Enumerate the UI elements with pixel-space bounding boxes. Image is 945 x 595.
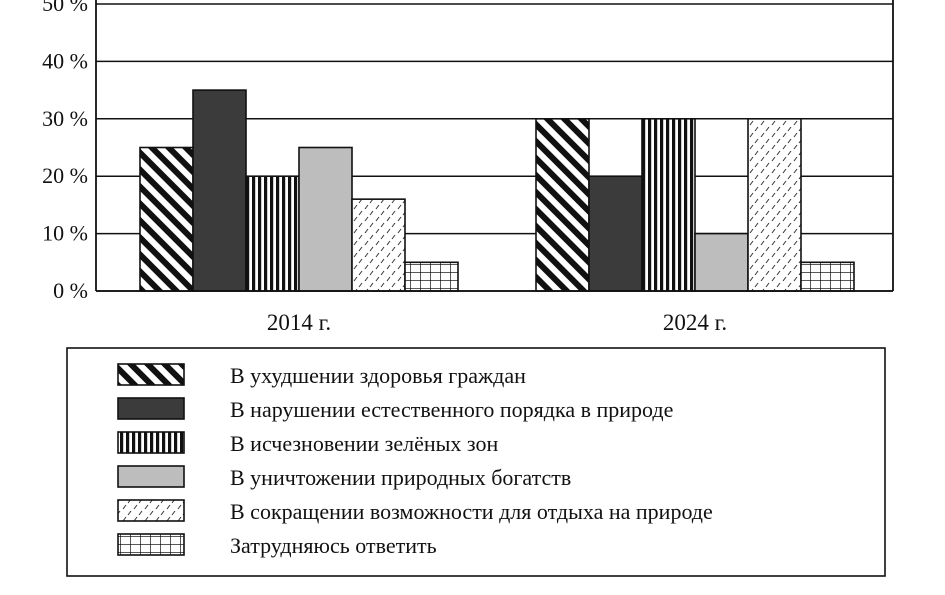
bar-2-series-6: [800, 261, 855, 292]
legend-label: Затрудняюсь ответить: [230, 533, 437, 558]
bar-1-series-5: [351, 198, 406, 292]
y-tick-label: 20 %: [42, 163, 88, 188]
legend-swatch: [117, 397, 185, 420]
bar-1-series-6: [404, 261, 459, 292]
bar-2-series-1: [535, 118, 590, 292]
legend-label: В ухудшении здоровья граждан: [230, 363, 526, 388]
bar-2-series-3: [641, 118, 696, 292]
legend-swatch: [117, 431, 185, 454]
y-axis-tick-labels: 0 % 10 % 20 % 30 % 40 % 50 %: [42, 0, 88, 303]
legend-swatch: [117, 363, 185, 386]
bar-1-series-3: [245, 175, 300, 292]
y-tick-label: 30 %: [42, 106, 88, 131]
x-category-label: 2014 г.: [267, 310, 331, 335]
bar-1-series-4: [298, 146, 353, 292]
y-tick-label: 50 %: [42, 0, 88, 16]
x-category-label: 2024 г.: [663, 310, 727, 335]
legend-label: В исчезновении зелёных зон: [230, 431, 498, 456]
bar-2-series-4: [694, 232, 749, 292]
bar-1-series-2: [192, 89, 247, 292]
bar-2-series-5: [747, 118, 802, 292]
y-tick-label: 0 %: [53, 278, 88, 303]
bar-1-series-1: [139, 146, 194, 292]
legend-swatch: [117, 465, 185, 488]
legend: В ухудшении здоровья граждан В нарушении …: [66, 347, 886, 577]
legend-label: В нарушении естественного порядка в прир…: [230, 397, 673, 422]
legend-label: В сокращении возможности для отдыха на п…: [230, 499, 713, 524]
axes: [95, 0, 894, 292]
bar-2-series-2: [588, 175, 643, 292]
legend-swatch: [117, 499, 185, 522]
y-tick-label: 40 %: [42, 48, 88, 73]
y-tick-label: 10 %: [42, 221, 88, 246]
legend-box: [66, 347, 886, 577]
bars: [139, 89, 855, 292]
legend-label: В уничтожении природных богатств: [230, 465, 571, 490]
x-axis-category-labels: 2014 г. 2024 г.: [267, 310, 727, 335]
legend-swatch: [117, 533, 185, 556]
